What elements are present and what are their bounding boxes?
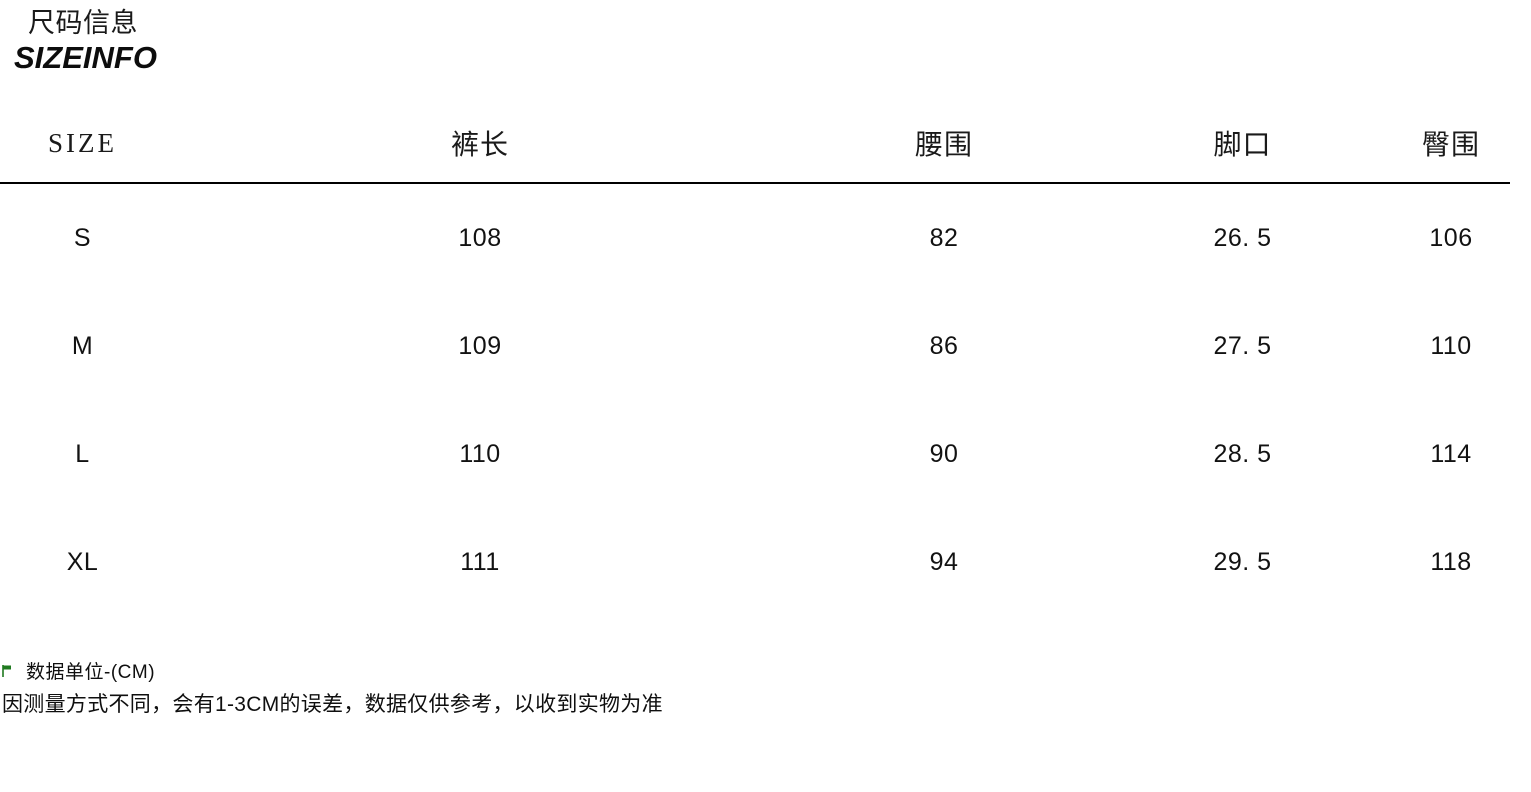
cell-hip: 118 bbox=[1430, 547, 1472, 576]
page-title-block: 尺码信息 SIZEINFO bbox=[0, 8, 400, 75]
table-row: L 110 90 28. 5 114 bbox=[0, 400, 1510, 508]
column-header-length: 裤长 bbox=[165, 104, 795, 184]
table-body: S 108 82 26. 5 106 M 109 86 27. 5 110 L … bbox=[0, 183, 1510, 616]
table-row: XL 111 94 29. 5 118 bbox=[0, 508, 1510, 616]
cell-waist: 86 bbox=[929, 331, 959, 360]
column-header-size-label: SIZE bbox=[48, 127, 117, 158]
cell-leg-opening: 26. 5 bbox=[1213, 223, 1272, 252]
table-row: S 108 82 26. 5 106 bbox=[0, 183, 1510, 292]
footnotes: 数据单位-(CM) 因测量方式不同，会有1-3CM的误差，数据仅供参考，以收到实… bbox=[0, 660, 900, 719]
column-header-leg-opening-label: 脚口 bbox=[1213, 130, 1272, 161]
cell-size: XL bbox=[66, 547, 99, 576]
column-header-waist: 腰围 bbox=[795, 104, 1093, 184]
cell-size: S bbox=[73, 223, 92, 252]
table-header-row: SIZE 裤长 腰围 脚口 臀围 bbox=[0, 104, 1510, 184]
cell-leg-opening: 28. 5 bbox=[1213, 439, 1272, 468]
column-header-leg-opening: 脚口 bbox=[1093, 104, 1392, 184]
column-header-waist-label: 腰围 bbox=[914, 130, 973, 161]
column-header-length-label: 裤长 bbox=[450, 130, 509, 161]
column-header-size: SIZE bbox=[0, 104, 165, 184]
cell-hip: 110 bbox=[1430, 331, 1472, 360]
cell-waist: 94 bbox=[929, 547, 959, 576]
note-unit-row: 数据单位-(CM) bbox=[0, 660, 900, 686]
page-title-en: SIZEINFO bbox=[14, 40, 157, 75]
note-disclaimer: 因测量方式不同，会有1-3CM的误差，数据仅供参考，以收到实物为准 bbox=[2, 693, 663, 716]
cell-length: 110 bbox=[459, 439, 501, 468]
cell-hip: 106 bbox=[1429, 223, 1473, 252]
cell-waist: 82 bbox=[929, 223, 959, 252]
green-flag-icon bbox=[2, 659, 13, 677]
table-header: SIZE 裤长 腰围 脚口 臀围 bbox=[0, 104, 1510, 184]
cell-length: 109 bbox=[458, 331, 502, 360]
page-title-cn: 尺码信息 bbox=[28, 8, 138, 38]
column-header-hip: 臀围 bbox=[1392, 104, 1510, 184]
size-chart-table: SIZE 裤长 腰围 脚口 臀围 S 108 82 bbox=[0, 104, 1510, 616]
cell-leg-opening: 29. 5 bbox=[1213, 547, 1272, 576]
cell-length: 111 bbox=[460, 547, 500, 576]
note-unit-label: 数据单位-(CM) bbox=[26, 662, 156, 683]
cell-leg-opening: 27. 5 bbox=[1213, 331, 1272, 360]
cell-length: 108 bbox=[458, 223, 502, 252]
cell-waist: 90 bbox=[929, 439, 959, 468]
table-row: M 109 86 27. 5 110 bbox=[0, 292, 1510, 400]
cell-size: L bbox=[75, 439, 90, 468]
column-header-hip-label: 臀围 bbox=[1421, 130, 1480, 161]
cell-hip: 114 bbox=[1430, 439, 1472, 468]
cell-size: M bbox=[71, 331, 94, 360]
